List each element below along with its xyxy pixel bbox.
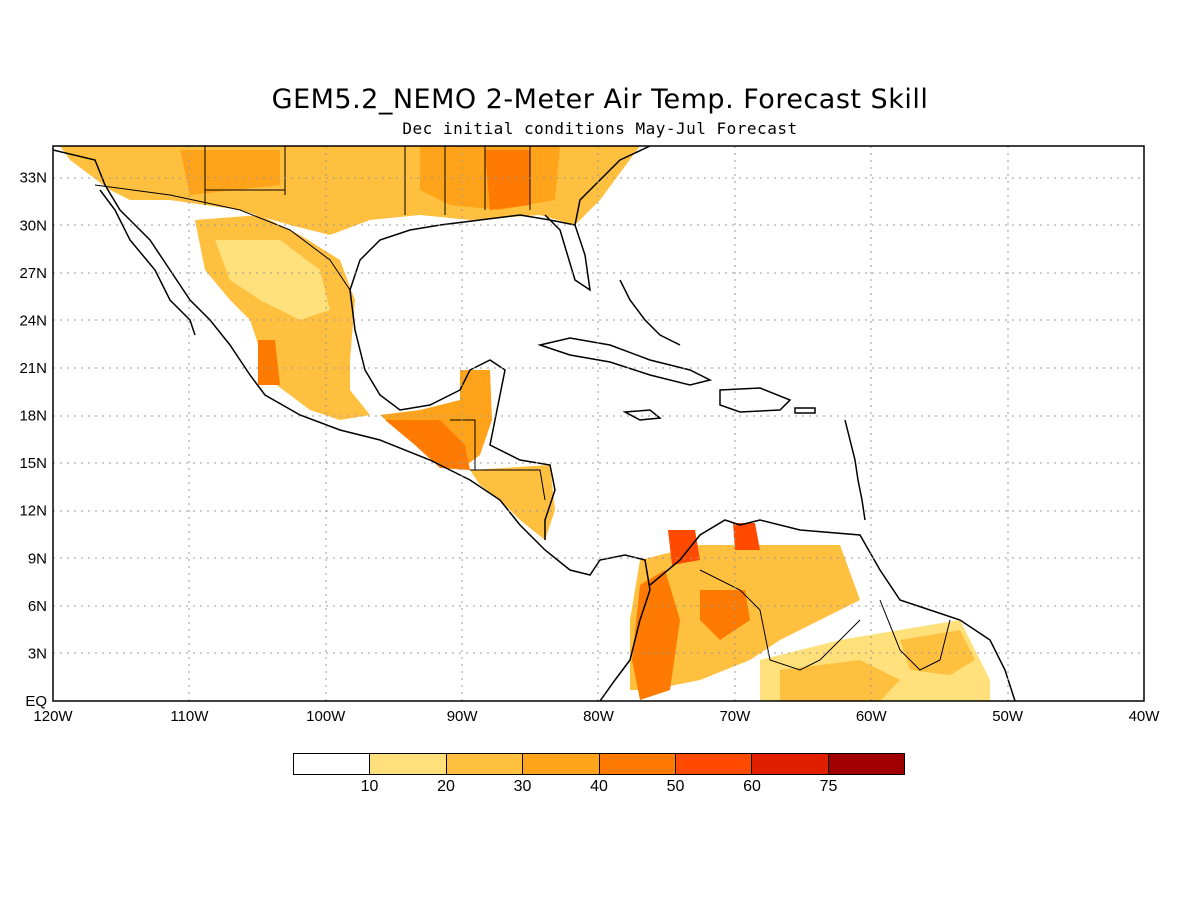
lat-label: EQ — [25, 693, 47, 710]
us-state-lines — [204, 146, 531, 215]
map-frame — [52, 145, 1145, 702]
lon-label: 120W — [33, 708, 73, 725]
skill-region-mexico-hot — [258, 340, 280, 385]
skill-region-brazil — [900, 630, 975, 675]
coastlines — [53, 146, 1016, 701]
skill-region-honduras — [470, 465, 555, 540]
grid — [53, 146, 1144, 701]
skill-region-guatemala — [385, 420, 470, 470]
legend-swatch — [599, 754, 676, 774]
lat-label: 12N — [19, 503, 47, 520]
atlantic-coast — [574, 146, 651, 226]
skill-region-venezuela-hot — [733, 523, 760, 550]
bahamas — [619, 279, 681, 346]
legend-swatch — [446, 754, 524, 774]
lon-label: 80W — [583, 708, 615, 725]
legend-swatch — [294, 754, 371, 774]
mexico-gulf-coast — [349, 289, 556, 540]
lon-label: 60W — [856, 708, 888, 725]
legend-label: 75 — [819, 778, 838, 795]
sa-borders — [699, 569, 951, 671]
skill-region-guianas-mid — [780, 660, 900, 701]
lat-label: 24N — [19, 312, 47, 329]
lat-label: 27N — [19, 265, 47, 282]
skill-region-colombia — [632, 570, 680, 700]
lat-label: 3N — [28, 645, 47, 662]
skill-shading — [60, 146, 990, 701]
lon-label: 110W — [170, 708, 209, 725]
puerto-rico — [794, 407, 816, 414]
jamaica — [622, 409, 662, 421]
lat-label: 30N — [19, 217, 47, 234]
legend-swatch — [828, 754, 904, 774]
lesser-antilles — [844, 419, 866, 521]
south-america-north — [649, 519, 1016, 701]
legend-swatch — [523, 754, 600, 774]
legend-swatch — [752, 754, 829, 774]
lon-label: 90W — [447, 708, 479, 725]
skill-region-colombia-hot — [668, 530, 700, 565]
lat-label: 6N — [28, 598, 47, 615]
central-america-borders — [450, 419, 546, 501]
lat-label: 9N — [28, 550, 47, 567]
lon-label: 100W — [306, 708, 346, 725]
gulf-coast — [349, 214, 591, 292]
legend-label: 60 — [743, 778, 761, 795]
map-subtitle: Dec initial conditions May-Jul Forecast — [402, 119, 798, 138]
skill-region-venezuela — [700, 590, 750, 640]
lat-label: 15N — [19, 455, 47, 472]
legend-swatch — [675, 754, 753, 774]
lon-label: 40W — [1129, 708, 1161, 725]
skill-region-alabama — [485, 150, 530, 210]
legend-label: 30 — [513, 778, 532, 795]
legend-label: 50 — [666, 778, 685, 795]
map-title: GEM5.2_NEMO 2-Meter Air Temp. Forecast S… — [271, 84, 929, 115]
lat-label: 21N — [19, 360, 47, 377]
borders — [94, 146, 951, 671]
skill-region-mexico-inner — [215, 240, 330, 320]
us-mexico-border — [94, 184, 351, 291]
lat-label: 33N — [19, 170, 47, 187]
pacific-coast — [53, 149, 651, 701]
legend-label: 40 — [590, 778, 608, 795]
lat-label: 18N — [19, 408, 47, 425]
legend-label: 20 — [437, 778, 455, 795]
lon-label: 50W — [992, 708, 1024, 725]
baja-california — [99, 189, 196, 336]
cuba — [537, 337, 713, 386]
legend-label: 10 — [360, 778, 379, 795]
legend-swatch — [370, 754, 447, 774]
islands — [537, 279, 866, 521]
lon-axis-labels: 120W 110W 100W 90W 80W 70W 60W 50W 40W — [33, 708, 1160, 725]
lat-axis-labels: EQ 3N 6N 9N 12N 15N 18N 21N 24N 27N 30N 33N — [19, 170, 47, 710]
color-legend — [293, 753, 905, 775]
lon-label: 70W — [719, 708, 751, 725]
hispaniola — [719, 387, 792, 413]
